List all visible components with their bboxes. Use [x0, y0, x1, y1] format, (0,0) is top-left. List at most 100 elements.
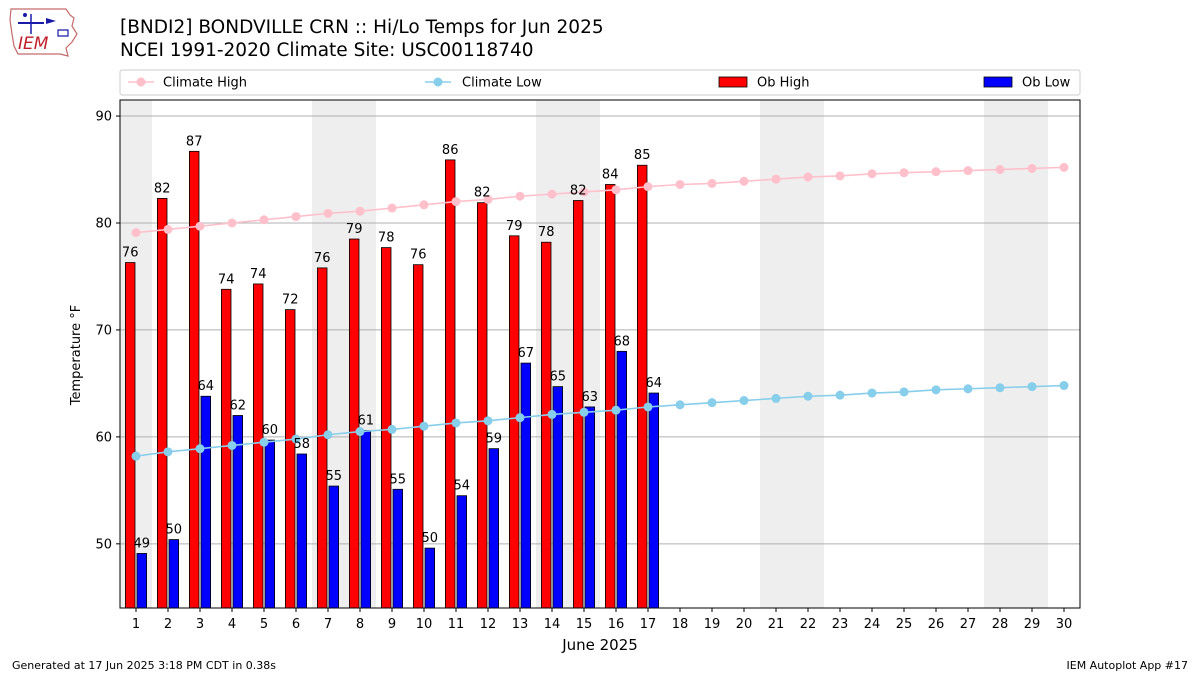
climate-high-point-day-8: [355, 206, 365, 216]
climate-high-point-day-19: [707, 178, 717, 188]
climate-high-point-day-13: [515, 191, 525, 201]
y-tick-label-60: 60: [95, 430, 112, 445]
climate-high-point-day-11: [451, 197, 461, 207]
ob-low-label-day-2: 50: [166, 523, 183, 538]
climate-high-point-day-15: [579, 187, 589, 197]
ob-high-bar-day-16: [605, 184, 616, 609]
climate-high-point-day-21: [771, 174, 781, 184]
ob-low-bar-day-9: [392, 488, 404, 609]
weekend-shade-day-28: [984, 100, 1016, 608]
gridlines: [120, 115, 1080, 545]
chart-title: [BNDI2] BONDVILLE CRN :: Hi/Lo Temps for…: [120, 17, 604, 38]
ob-low-label-day-5: 60: [262, 423, 279, 438]
ob-high-bar-day-14: [541, 241, 552, 609]
climate-low-point-day-17: [643, 402, 653, 412]
x-tick-label-18: 18: [672, 617, 689, 632]
climate-low-point-day-28: [995, 383, 1005, 393]
ob-high-bar-day-13: [508, 235, 520, 609]
climate-high-point-day-10: [419, 200, 429, 210]
ob-high-label-day-13: 79: [506, 219, 523, 234]
x-tick-label-3: 3: [196, 617, 204, 632]
legend-ob-high-swatch: [718, 76, 748, 88]
ob-low-label-day-7: 55: [326, 469, 343, 484]
app-note: IEM Autoplot App #17: [1066, 659, 1189, 672]
climate-high-point-day-26: [931, 167, 941, 177]
climate-low-point-day-15: [579, 407, 589, 417]
x-tick-label-7: 7: [324, 617, 332, 632]
ob-low-bar-day-2: [168, 539, 180, 609]
weekend-shade-day-14: [536, 100, 568, 608]
climate-low-point-day-23: [835, 390, 845, 400]
climate-low-point-day-24: [867, 388, 877, 398]
x-tick-label-21: 21: [768, 617, 785, 632]
ob-low-label-day-4: 62: [230, 398, 247, 413]
ob-high-label-day-5: 74: [250, 267, 267, 282]
climate-low-point-day-10: [419, 421, 429, 431]
ob-low-bar-day-12: [488, 448, 500, 609]
x-axis-label: June 2025: [561, 636, 638, 654]
ob-low-bar-day-16: [616, 350, 628, 609]
y-tick-label-80: 80: [95, 216, 112, 231]
climate-high-point-day-12: [483, 194, 493, 204]
climate-high-point-day-5: [259, 215, 269, 225]
climate-lines: [131, 162, 1069, 461]
ob-high-bar-day-10: [412, 264, 424, 609]
ob-low-label-day-17: 64: [646, 376, 663, 391]
climate-low-point-day-18: [675, 400, 685, 410]
x-tick-label-28: 28: [992, 617, 1009, 632]
ob-low-label-day-6: 58: [294, 437, 311, 452]
ob-low-label-day-15: 63: [582, 390, 599, 405]
ob-low-label-day-8: 61: [358, 413, 375, 428]
climate-high-point-day-16: [611, 185, 621, 195]
x-tick-label-6: 6: [292, 617, 300, 632]
ob-low-label-day-12: 59: [486, 432, 503, 447]
climate-high-point-day-23: [835, 171, 845, 181]
climate-high-point-day-2: [163, 224, 173, 234]
climate-high-point-day-29: [1027, 163, 1037, 173]
legend-box: [119, 69, 1081, 96]
x-tick-label-10: 10: [416, 617, 433, 632]
legend-climate-high-marker: [136, 77, 146, 87]
ob-low-label-day-10: 50: [422, 531, 439, 546]
climate-low-point-day-11: [451, 418, 461, 428]
ob-high-label-day-3: 87: [186, 134, 203, 149]
x-tick-label-1: 1: [132, 617, 140, 632]
ob-low-bar-day-15: [584, 406, 596, 609]
ob-high-label-day-8: 79: [346, 222, 363, 237]
bar-value-labels: 76 82 87 74 74 72 76 79 78 76 86 82 79 78 82 84 85 49 50 64…: [122, 134, 662, 551]
y-axis-label: Temperature °F: [69, 305, 84, 406]
ob-high-bar-day-6: [284, 309, 296, 609]
legend-ob-high-label: Ob High: [757, 76, 810, 91]
x-tick-label-15: 15: [576, 617, 593, 632]
ob-low-bar-day-17: [648, 392, 660, 609]
chart-subtitle: NCEI 1991-2020 Climate Site: USC00118740: [120, 40, 534, 61]
ob-low-bar-day-14: [552, 386, 564, 609]
climate-high-point-day-17: [643, 182, 653, 192]
x-tick-label-27: 27: [960, 617, 977, 632]
x-tick-label-12: 12: [480, 617, 497, 632]
ob-high-bar-day-2: [156, 197, 168, 609]
ob-low-label-day-16: 68: [614, 334, 631, 349]
x-tick-label-20: 20: [736, 617, 753, 632]
ob-low-bar-day-11: [456, 495, 468, 609]
climate-high-point-day-7: [323, 208, 333, 218]
climate-low-point-day-19: [707, 398, 717, 408]
climate-low-point-day-12: [483, 416, 493, 426]
weekend-shade-day-21: [760, 100, 792, 608]
ob-low-bar-day-1: [136, 553, 148, 609]
x-tick-label-26: 26: [928, 617, 945, 632]
ob-low-bar-day-3: [200, 395, 212, 609]
climate-low-point-day-30: [1059, 381, 1069, 391]
x-tick-label-2: 2: [164, 617, 172, 632]
ob-low-label-day-9: 55: [390, 472, 407, 487]
climate-low-point-day-1: [131, 451, 141, 461]
ob-low-bar-day-7: [328, 485, 340, 609]
ob-high-label-day-2: 82: [154, 181, 171, 196]
ob-high-label-day-6: 72: [282, 293, 299, 308]
climate-low-point-day-8: [355, 427, 365, 437]
climate-high-point-day-27: [963, 166, 973, 176]
climate-low-point-day-4: [227, 440, 237, 450]
legend-climate-high-label: Climate High: [163, 76, 247, 91]
weekend-shade-day-29: [1016, 100, 1048, 608]
